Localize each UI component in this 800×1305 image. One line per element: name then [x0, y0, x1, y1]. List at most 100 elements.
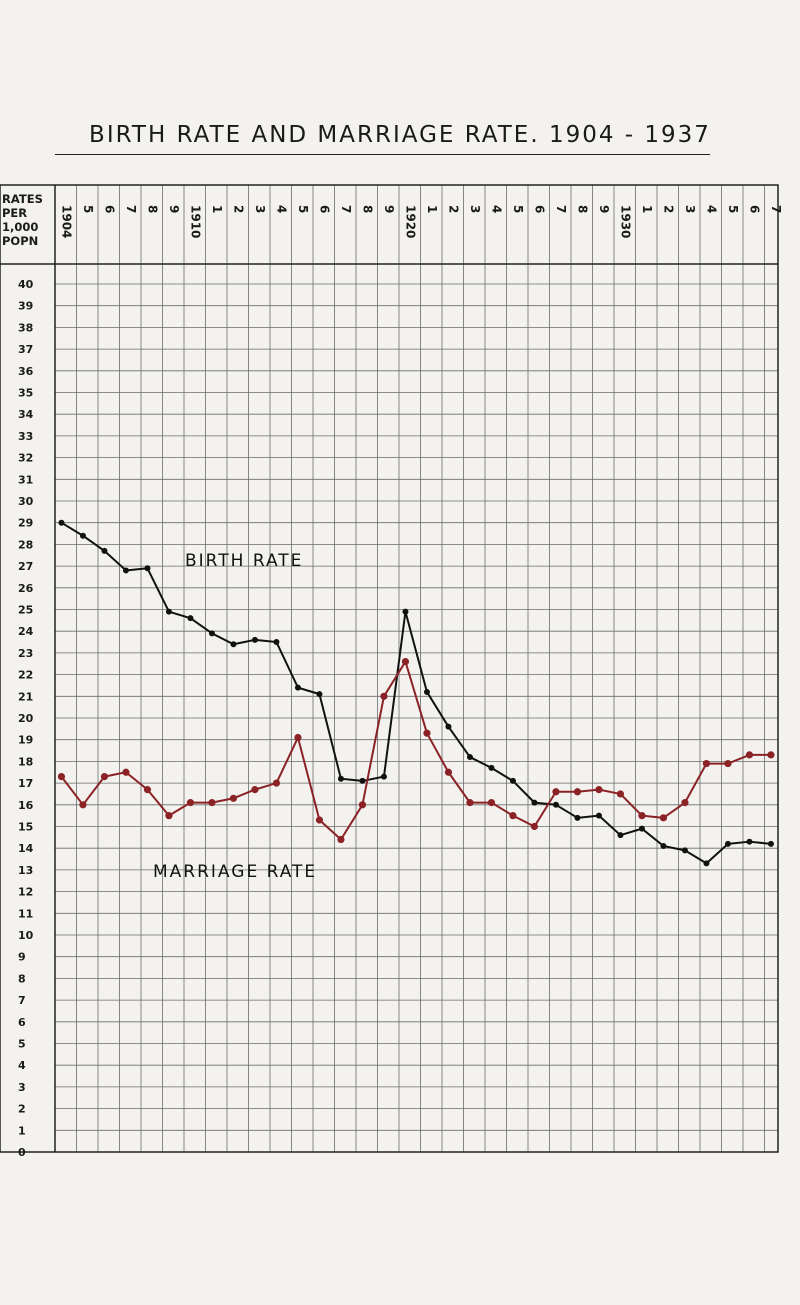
x-tick-label: 7 — [339, 205, 353, 213]
y-tick-label: 2 — [18, 1103, 26, 1116]
y-tick-label: 27 — [18, 560, 33, 573]
x-tick-label: 5 — [296, 205, 310, 213]
marriage-rate-point — [616, 790, 625, 798]
x-tick-label: 1904 — [59, 205, 73, 238]
y-header-line: PER — [2, 206, 27, 220]
birth-rate-point — [681, 847, 688, 854]
birth-rate-point — [488, 764, 495, 771]
birth-rate-point — [402, 608, 409, 615]
birth-rate-point — [595, 812, 602, 819]
y-tick-label: 24 — [18, 625, 34, 638]
marriage-rate-point — [294, 733, 302, 742]
birth-rate-point — [144, 565, 151, 572]
marriage-rate-point — [423, 729, 431, 737]
y-header-line: RATES — [2, 192, 43, 206]
birth-rate-point — [724, 840, 731, 847]
y-tick-label: 5 — [18, 1038, 26, 1051]
y-tick-label: 10 — [18, 929, 34, 942]
marriage-rate-label: MARRIAGE RATE — [153, 862, 317, 882]
x-tick-label: 3 — [468, 205, 482, 213]
y-tick-label: 19 — [18, 734, 33, 747]
y-tick-label: 0 — [18, 1146, 26, 1159]
x-tick-label: 7 — [124, 205, 138, 213]
birth-rate-point — [638, 825, 645, 832]
y-tick-label: 36 — [18, 365, 34, 378]
y-tick-label: 31 — [18, 473, 33, 486]
y-tick-label: 37 — [18, 343, 33, 356]
y-tick-label: 23 — [18, 647, 33, 660]
birth-rate-point — [101, 547, 108, 554]
x-tick-label: 6 — [102, 205, 116, 213]
marriage-rate-point — [208, 799, 216, 807]
y-tick-label: 4 — [18, 1059, 26, 1072]
marriage-rate-point — [659, 814, 668, 822]
x-tick-label: 8 — [145, 205, 159, 213]
chart-frame — [0, 184, 779, 1153]
y-tick-label: 1 — [18, 1124, 26, 1137]
y-tick-label: 12 — [18, 886, 33, 899]
x-tick-label: 9 — [167, 205, 181, 213]
y-tick-label: 28 — [18, 538, 33, 551]
marriage-rate-point — [638, 812, 646, 820]
marriage-rate-point — [315, 816, 324, 824]
marriage-rate-line — [60, 660, 771, 841]
birth-rate-point — [337, 775, 344, 782]
birth-rate-point — [208, 630, 215, 637]
marriage-rate-point — [466, 799, 474, 807]
x-tick-label: 1 — [425, 205, 439, 213]
x-tick-label: 7 — [554, 205, 568, 213]
y-tick-label: 34 — [18, 408, 34, 421]
birth-rate-point — [767, 840, 774, 847]
x-tick-label: 6 — [532, 205, 546, 213]
y-tick-label: 35 — [18, 387, 33, 400]
y-tick-label: 21 — [18, 690, 33, 703]
y-tick-label: 3 — [18, 1081, 26, 1094]
birth-rate-point — [251, 636, 258, 643]
birth-rate-point — [187, 615, 194, 622]
y-tick-label: 14 — [18, 842, 34, 855]
x-tick-label: 8 — [575, 205, 589, 213]
y-tick-label: 29 — [18, 517, 33, 530]
birth-rate-point — [617, 832, 624, 839]
y-tick-label: 11 — [18, 907, 33, 920]
x-tick-label: 9 — [597, 205, 611, 213]
birth-rate-point — [531, 799, 538, 806]
marriage-rate-point — [229, 794, 238, 802]
x-tick-label: 8 — [360, 205, 374, 213]
marriage-rate-point — [595, 786, 603, 794]
x-tick-label: 4 — [274, 205, 288, 213]
y-tick-labels: 4039383736353433323130292827262524232221… — [18, 278, 34, 1159]
y-tick-label: 22 — [18, 669, 33, 682]
y-header-line: 1,000 — [2, 220, 38, 234]
x-tick-label: 4 — [489, 205, 503, 213]
x-tick-label: 4 — [704, 205, 718, 213]
marriage-rate-point — [509, 812, 517, 820]
marriage-rate-point — [444, 768, 453, 776]
marriage-rate-point — [573, 788, 582, 796]
y-header-line: POPN — [2, 234, 38, 248]
x-tick-label: 2 — [446, 205, 460, 213]
marriage-rate-point — [79, 801, 87, 809]
marriage-rate-point — [57, 772, 66, 781]
annotations: BIRTH RATE MARRIAGE RATE — [153, 551, 317, 882]
marriage-rate-point — [767, 751, 775, 759]
marriage-rate-point — [745, 751, 754, 759]
marriage-rate-point — [487, 799, 496, 807]
marriage-rate-point — [272, 779, 281, 787]
y-tick-label: 38 — [18, 321, 33, 334]
birth-rate-label: BIRTH RATE — [185, 551, 303, 571]
birth-rate-point — [58, 519, 65, 526]
marriage-rate-point — [702, 759, 711, 768]
birth-rate-point — [165, 608, 172, 615]
birth-rate-point — [79, 532, 86, 539]
birth-rate-point — [574, 814, 581, 821]
y-tick-label: 39 — [18, 300, 33, 313]
y-tick-label: 32 — [18, 452, 33, 465]
birth-rate-point — [466, 754, 473, 761]
birth-rate-point — [509, 777, 516, 784]
page-title: BIRTH RATE AND MARRIAGE RATE. 1904 - 193… — [89, 122, 711, 148]
y-tick-label: 26 — [18, 582, 34, 595]
y-tick-label: 33 — [18, 430, 33, 443]
